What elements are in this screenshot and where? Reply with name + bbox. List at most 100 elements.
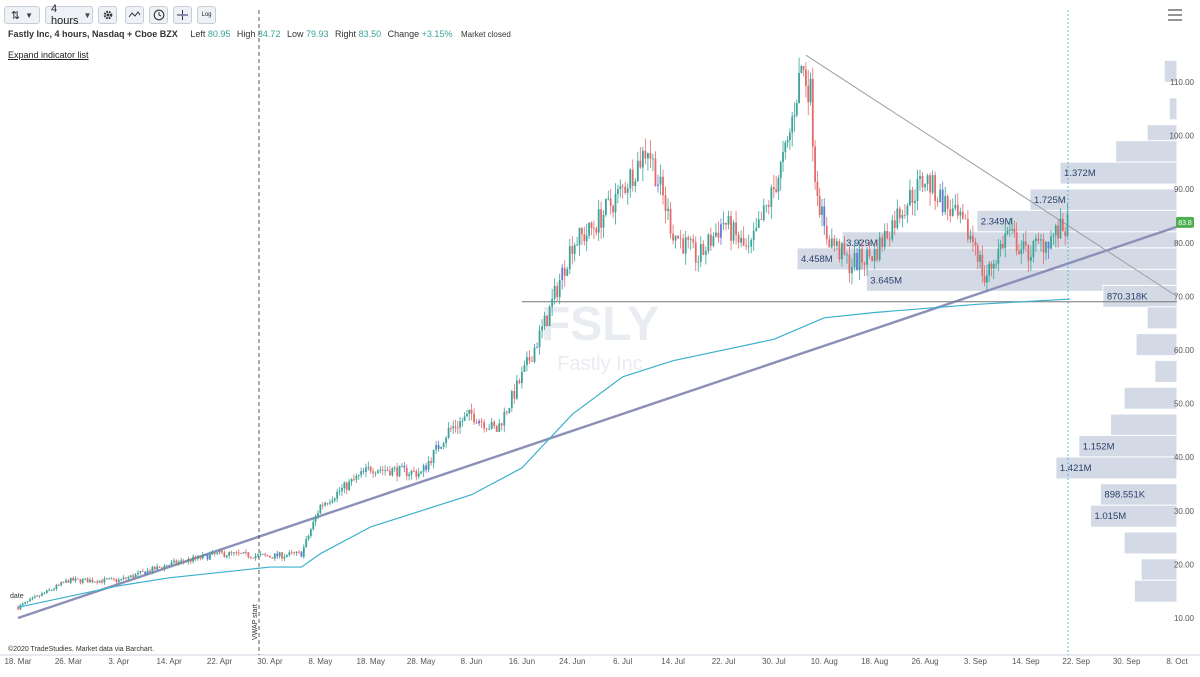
candle-body [345,482,348,490]
candle-body [41,593,43,597]
candle-body [597,209,600,233]
watermark-name: Fastly Inc [557,353,643,375]
candle-body [175,560,178,564]
candle-body [926,175,929,185]
candle-body [269,556,271,558]
candle-body [636,160,639,182]
candle-body [466,413,468,417]
candle-body [983,275,986,283]
candle-body [403,465,406,468]
candle-body [911,189,914,204]
candle-body [1022,241,1025,250]
clock-button[interactable] [149,6,168,24]
candle-body [259,554,262,555]
candle-body [36,595,39,597]
candle-body [180,560,183,562]
y-tick-label: 70.00 [1174,292,1195,301]
candle-body [1057,225,1060,239]
candle-body [440,446,443,449]
right-value: 83.50 [358,29,382,39]
candle-body [425,465,428,470]
candle-body [838,241,841,260]
y-tick-label: 30.00 [1174,507,1195,516]
candle-body [319,504,322,514]
candle-body [290,552,293,554]
candle-body [500,423,503,426]
candle-body [463,416,466,422]
candle-body [324,502,327,506]
low-value: 79.93 [306,29,329,39]
candle-body [495,426,498,432]
x-tick-label: 22. Jul [712,657,736,666]
log-scale-button[interactable]: Log [197,6,216,24]
crosshair-button[interactable] [173,6,192,24]
candle-body [988,263,991,276]
candle-body [682,238,685,254]
candle-body [461,421,464,422]
volume-profile-bar [1168,97,1178,121]
candle-body [221,550,223,553]
candle-body [187,559,190,562]
candle-body [396,467,399,477]
candle-body [752,230,755,241]
candle-body [602,214,605,228]
candle-body [158,566,161,568]
candle-body [353,479,355,481]
candle-body [445,437,448,444]
candle-body [619,186,622,189]
candle-body [98,580,101,583]
candle-body [997,248,1000,264]
y-tick-label: 80.00 [1174,239,1195,248]
candle-body [518,380,521,384]
candle-body [581,227,583,235]
candle-body [798,72,800,104]
candle-body [295,551,298,554]
candle-body [609,198,612,206]
candle-body [209,554,211,560]
candle-body [976,245,979,262]
candle-body [144,571,147,575]
expand-indicator-list-link[interactable]: Expand indicator list [8,50,89,60]
candle-body [521,371,523,384]
settings-button[interactable] [98,6,117,24]
candle-body [72,577,75,581]
candle-body [621,186,624,187]
candle-body [931,175,934,193]
volume-profile-bar [1089,504,1178,528]
candle-body [523,364,526,372]
candle-body [697,261,700,263]
candle-body [646,153,649,159]
candle-body [134,574,137,578]
candle-body [856,253,858,270]
candle-body [541,326,543,331]
interval-dropdown[interactable]: 4 hours ▼ [45,3,93,27]
candle-body [886,230,889,239]
candle-body [326,502,329,504]
candle-body [770,187,773,207]
volume-profile-bar [1133,579,1178,603]
candle-body [924,184,926,188]
candle-body [132,575,135,578]
candle-body [300,551,303,557]
candle-body [60,582,63,585]
candle-body [777,178,780,192]
candle-body [767,204,770,207]
chart-type-dropdown[interactable]: ⇅ ▼ [4,6,40,24]
candle-body [959,211,962,216]
candles-icon: ⇅ [10,9,21,22]
x-tick-label: 22. Apr [207,657,233,666]
y-tick-label: 110.00 [1170,78,1194,87]
candle-body [979,254,981,262]
menu-button[interactable] [1168,9,1182,21]
candle-body [737,234,740,243]
candle-body [369,466,372,472]
candle-body [702,243,705,255]
candle-body [543,315,546,327]
candle-body [91,579,94,583]
wave-button[interactable] [125,6,144,24]
candle-body [974,241,977,246]
candle-body [452,426,455,429]
candle-body [29,599,31,602]
candle-body [333,498,336,501]
